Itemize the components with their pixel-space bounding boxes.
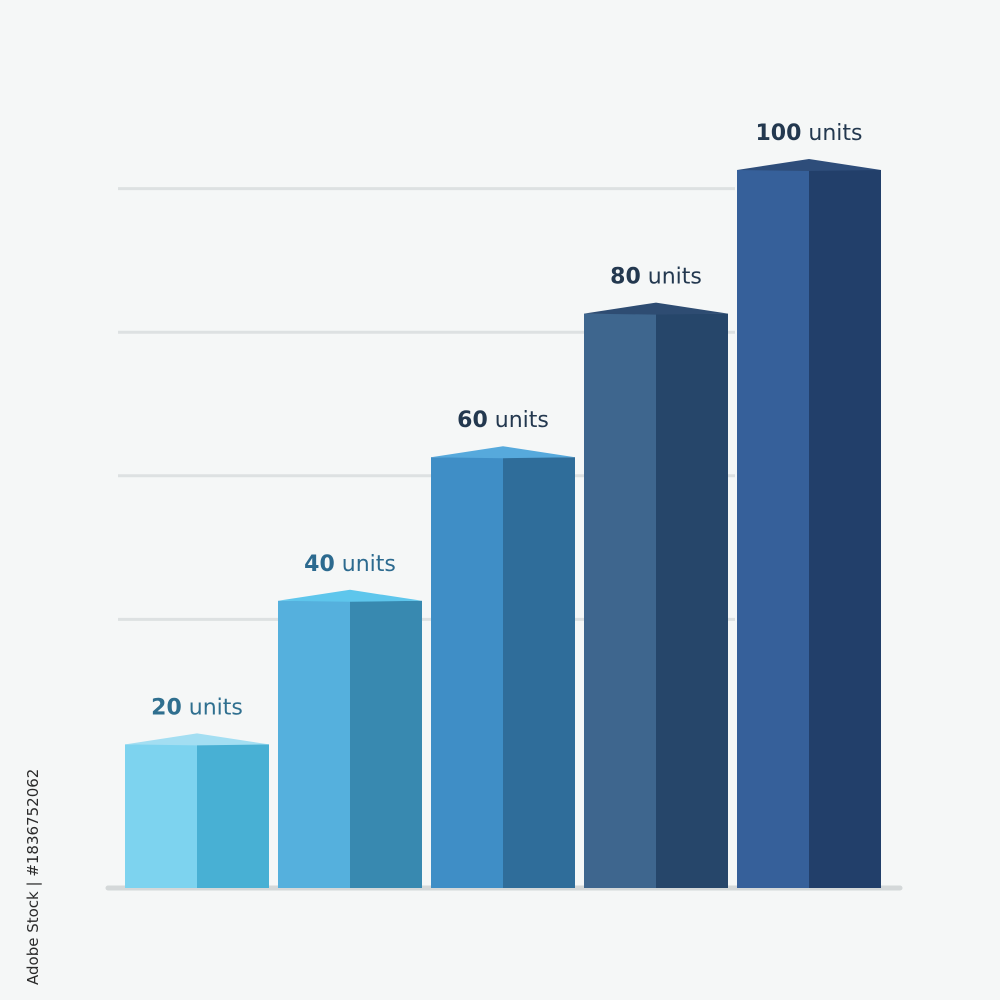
- stock-id-watermark: Adobe Stock | #1836752062: [4, 755, 44, 985]
- bar-side-face: [809, 170, 881, 888]
- bar-front-face: [431, 457, 503, 888]
- bar-top-face: [737, 159, 881, 171]
- data-label-number: 100: [755, 121, 801, 146]
- bar-front-face: [737, 170, 809, 888]
- data-label-unit: units: [488, 408, 549, 433]
- bar-side-face: [350, 600, 422, 888]
- data-label-number: 20: [151, 695, 182, 720]
- bar-front-face: [584, 313, 656, 889]
- data-label-number: 80: [610, 265, 641, 290]
- bar-side-face: [197, 744, 269, 888]
- bar-top-face: [125, 733, 269, 746]
- bar: [125, 733, 269, 888]
- data-label: 100 units: [755, 121, 862, 146]
- bar-side-face: [656, 313, 728, 889]
- data-label: 80 units: [610, 265, 702, 290]
- bar-top-face: [278, 589, 422, 602]
- data-label: 20 units: [151, 695, 243, 720]
- bar-front-face: [278, 600, 350, 888]
- stock-id-text: Adobe Stock | #1836752062: [24, 768, 42, 985]
- bar-top-face: [584, 302, 728, 315]
- data-label: 60 units: [457, 408, 549, 433]
- bar-top-face: [431, 446, 575, 459]
- bar-side-face: [503, 457, 575, 888]
- data-label-unit: units: [335, 552, 396, 577]
- data-label-number: 40: [304, 552, 335, 577]
- bar: [278, 589, 422, 888]
- data-label-unit: units: [801, 121, 862, 146]
- bar-front-face: [125, 744, 197, 888]
- data-label-unit: units: [641, 265, 702, 290]
- bar: [737, 159, 881, 888]
- bars-group: [125, 159, 881, 889]
- data-label: 40 units: [304, 552, 396, 577]
- data-label-number: 60: [457, 408, 488, 433]
- data-label-unit: units: [182, 695, 243, 720]
- bar: [584, 302, 728, 889]
- bar: [431, 446, 575, 888]
